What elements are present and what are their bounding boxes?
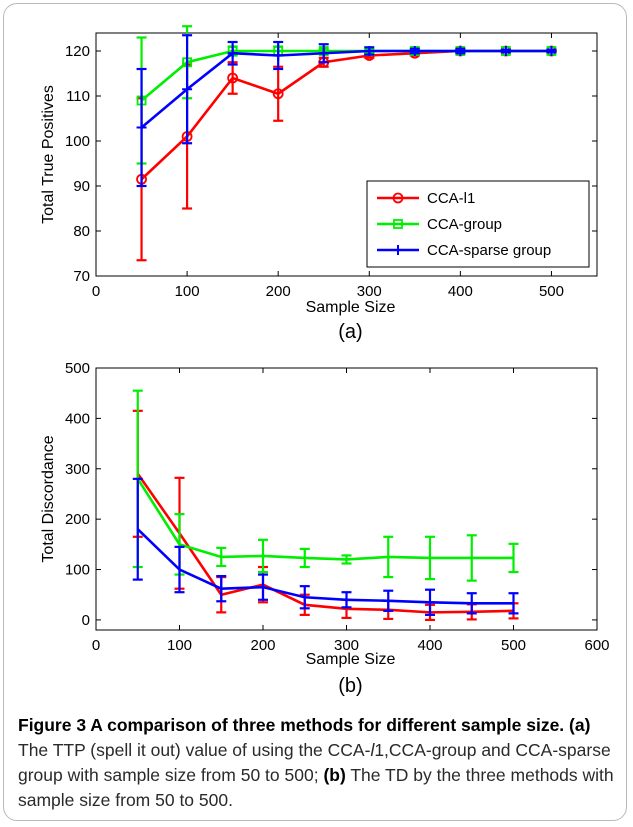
y-tick-label: 0 (82, 612, 90, 629)
panel-label: (a) (338, 321, 362, 343)
series-2 (136, 34, 557, 188)
x-tick-label: 0 (92, 283, 100, 300)
legend-marker (392, 192, 404, 204)
x-tick-label: 100 (167, 637, 192, 654)
legend-marker (393, 219, 403, 229)
chart-panel-1 (95, 367, 598, 631)
y-tick-label: 90 (73, 178, 90, 195)
x-tick-label: 200 (266, 283, 291, 300)
y-tick-label: 70 (73, 268, 90, 285)
y-tick-label: 300 (65, 461, 90, 478)
caption-text-b: The TD by the three methods with sample … (18, 765, 614, 810)
chart-panel-0 (95, 25, 598, 277)
x-axis-label: Sample Size (306, 299, 396, 316)
y-tick-label: 80 (73, 223, 90, 240)
x-tick-label: 0 (92, 637, 100, 654)
y-tick-label: 200 (65, 511, 90, 528)
caption-italic-l: l (370, 740, 375, 760)
y-tick-label: 400 (65, 410, 90, 427)
x-tick-label: 300 (334, 637, 359, 654)
caption-text-a2: 1,CCA-group and CCA-sparse group with sa… (18, 740, 611, 785)
legend (366, 180, 590, 268)
y-tick-label: 500 (65, 360, 90, 377)
x-tick-label: 500 (501, 637, 526, 654)
caption-title: Figure 3 A comparison of three methods f… (18, 715, 565, 735)
series-2 (132, 477, 519, 616)
panel-label: (b) (338, 675, 362, 697)
y-axis-label: Total True Positives (40, 85, 57, 224)
x-tick-label: 400 (448, 283, 473, 300)
x-tick-label: 300 (357, 283, 382, 300)
data-point (272, 88, 284, 100)
y-tick-label: 120 (65, 43, 90, 60)
legend-label: CCA-sparse group (427, 242, 551, 259)
series-line (136, 473, 514, 614)
series-line (140, 49, 552, 129)
series-0 (132, 409, 519, 622)
plot-area (95, 32, 598, 277)
figure-frame (3, 3, 627, 821)
figure-caption: Figure 3 A comparison of three methods f… (18, 713, 618, 813)
caption-label-b: (b) (323, 765, 346, 785)
x-tick-label: 400 (417, 637, 442, 654)
x-tick-label: 600 (584, 637, 609, 654)
plot-area (95, 367, 598, 631)
y-axis-label: Total Discordance (40, 435, 57, 562)
series-1 (136, 25, 557, 165)
caption-text-a: The TTP (spell it out) value of using th… (18, 740, 371, 760)
x-tick-label: 200 (250, 637, 275, 654)
legend-label: CCA-l1 (427, 190, 475, 207)
legend-label: CCA-group (427, 216, 502, 233)
y-tick-label: 100 (65, 133, 90, 150)
caption-label-a: (a) (569, 715, 591, 735)
series-line (136, 528, 514, 605)
series-line (136, 478, 514, 561)
series-line (140, 49, 552, 181)
x-tick-label: 500 (539, 283, 564, 300)
data-point (227, 72, 239, 84)
x-tick-label: 100 (175, 283, 200, 300)
y-tick-label: 110 (66, 88, 90, 105)
x-axis-label: Sample Size (306, 651, 396, 668)
series-1 (132, 389, 519, 582)
y-tick-label: 100 (65, 562, 90, 579)
